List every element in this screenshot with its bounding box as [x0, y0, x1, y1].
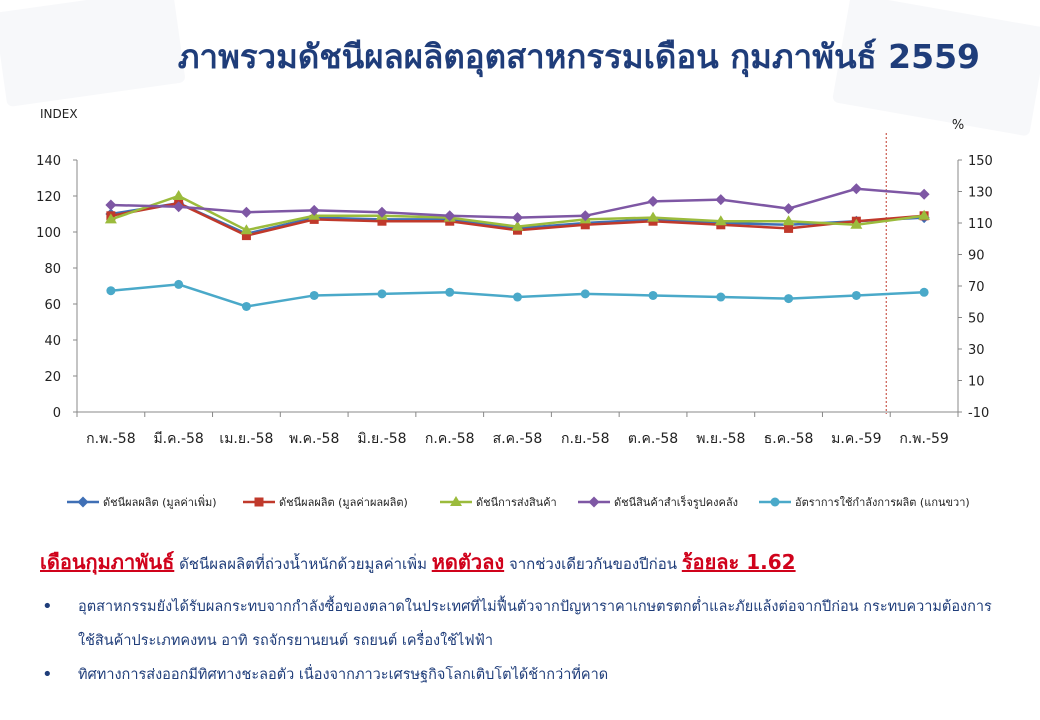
- series-4-point: [105, 199, 117, 211]
- series-5-point: [784, 294, 794, 304]
- y-right-tick-label: 110: [968, 217, 993, 232]
- series-4-point: [579, 210, 591, 222]
- y-right-tick-label: 30: [968, 343, 985, 358]
- x-tick-label: ก.พ.-58: [86, 431, 135, 447]
- legend-label-2: ดัชนีผลผลิต (มูลค่าผลผลิต): [279, 496, 408, 509]
- legend-marker-2: [254, 497, 264, 507]
- series-5-point: [174, 279, 184, 289]
- legend-marker-5: [770, 497, 780, 507]
- bullet-text: ทิศทางการส่งออกมีทิศทางชะลอตัว เนื่องจาก…: [78, 667, 609, 683]
- bullet-item: • อุตสาหกรรมยังได้รับผลกระทบจากกำลังซื้อ…: [40, 590, 1000, 658]
- series-5-point: [445, 287, 455, 297]
- y-left-tick-label: 80: [44, 262, 61, 277]
- y-left-tick-label: 60: [44, 298, 61, 313]
- legend-label-4: ดัชนีสินค้าสำเร็จรูปคงคลัง: [614, 495, 738, 509]
- series-3-point: [647, 211, 660, 222]
- bullet-list: • อุตสาหกรรมยังได้รับผลกระทบจากกำลังซื้อ…: [40, 590, 1000, 692]
- bullet-dot-icon: •: [42, 596, 53, 617]
- x-tick-label: ส.ค.-58: [493, 431, 543, 447]
- series-5-point: [648, 290, 658, 300]
- y-right-axis-title: %: [952, 118, 964, 133]
- series-3-point: [104, 213, 117, 224]
- x-tick-label: ก.ค.-58: [425, 431, 475, 447]
- series-2-point: [377, 216, 387, 226]
- background-decoration: [0, 0, 186, 108]
- x-tick-label: มิ.ย.-58: [357, 431, 406, 447]
- x-tick-label: พ.ย.-58: [696, 431, 745, 447]
- x-tick-label: ก.ย.-58: [561, 431, 609, 447]
- x-tick-label: ต.ค.-58: [628, 431, 678, 447]
- series-2-point: [580, 220, 590, 230]
- legend-label-1: ดัชนีผลผลิต (มูลค่าเพิ่ม): [103, 494, 217, 509]
- series-5-point: [513, 292, 522, 302]
- series-4-point: [918, 188, 930, 200]
- legend-label-5: อัตราการใช้กำลังการผลิต (แกนขวา): [795, 496, 970, 509]
- y-right-tick-label: 50: [968, 312, 985, 327]
- y-right-tick-label: 130: [968, 186, 993, 201]
- series-3-point: [918, 209, 931, 220]
- series-2-point: [241, 231, 251, 241]
- bullet-dot-icon: •: [42, 664, 53, 685]
- y-right-tick-label: 150: [968, 154, 993, 169]
- page-title: ภาพรวมดัชนีผลผลิตอุตสาหกรรมเดือน กุมภาพั…: [177, 37, 980, 76]
- legend-marker-4: [588, 496, 600, 508]
- x-tick-label: มี.ค.-58: [153, 431, 203, 447]
- bullet-text: อุตสาหกรรมยังได้รับผลกระทบจากกำลังซื้อขอ…: [78, 599, 992, 649]
- y-left-tick-label: 140: [36, 154, 61, 169]
- series-5-point: [716, 292, 726, 302]
- y-left-tick-label: 40: [44, 334, 61, 349]
- y-left-tick-label: 100: [36, 226, 61, 241]
- series-4-point: [715, 194, 727, 206]
- line-chart: 0 20 40 60 80 100 120 140 -10 10 30 50 70 90 110 130 150…: [36, 107, 993, 509]
- series-3-point: [714, 215, 727, 226]
- series-5-point: [851, 290, 861, 300]
- x-tick-label: ธ.ค.-58: [764, 431, 814, 447]
- series-4-point: [783, 203, 795, 215]
- y-right-tick-label: -10: [968, 406, 989, 421]
- series-4-point: [850, 183, 862, 195]
- y-left-tick-label: 20: [44, 370, 61, 385]
- x-tick-label: ก.พ.-59: [899, 431, 948, 447]
- series-4-point: [376, 206, 388, 218]
- y-left-axis-title: INDEX: [40, 107, 78, 121]
- y-right-tick-label: 70: [968, 280, 985, 295]
- series-4-point: [647, 195, 659, 207]
- x-tick-label: เม.ย.-58: [219, 431, 273, 447]
- series-4-point: [173, 201, 185, 213]
- series-4-point: [308, 204, 320, 216]
- series-5-point: [919, 287, 929, 297]
- series-5-point: [580, 289, 590, 299]
- x-tick-label: ม.ค.-59: [831, 431, 881, 447]
- series-3-point: [850, 218, 863, 229]
- summary-rate: ร้อยละ 1.62: [681, 550, 796, 574]
- x-tick-label: พ.ค.-58: [289, 431, 339, 447]
- summary-text-1: ดัชนีผลผลิตที่ถ่วงน้ำหนักด้วยมูลค่าเพิ่ม: [179, 555, 427, 573]
- series-4-point: [240, 206, 252, 218]
- y-left-tick-label: 120: [36, 190, 61, 205]
- series-4-point: [512, 212, 523, 224]
- y-left-tick-label: 0: [53, 406, 61, 421]
- series-3-point: [240, 224, 253, 235]
- summary-line: เดือนกุมภาพันธ์ ดัชนีผลผลิตที่ถ่วงน้ำหนั…: [40, 546, 1010, 578]
- series-5-point: [241, 301, 251, 311]
- legend-label-3: ดัชนีการส่งสินค้า: [476, 496, 557, 509]
- summary-change: หดตัวลง: [431, 550, 505, 574]
- summary-text-2: จากช่วงเดียวกันของปีก่อน: [508, 555, 678, 573]
- series-2-point: [784, 223, 794, 233]
- summary-lead: เดือนกุมภาพันธ์: [40, 550, 175, 574]
- series-4-point: [444, 210, 456, 222]
- series-3-point: [782, 215, 795, 226]
- legend-marker-1: [77, 496, 89, 508]
- series-3-point: [172, 190, 185, 200]
- y-right-tick-label: 90: [968, 249, 985, 264]
- y-right-tick-label: 10: [968, 375, 985, 390]
- legend-marker-3: [450, 496, 462, 506]
- bullet-item: • ทิศทางการส่งออกมีทิศทางชะลอตัว เนื่องจ…: [40, 658, 1000, 692]
- series-5-point: [309, 290, 319, 300]
- series-3-point: [511, 220, 524, 231]
- series-5-point: [106, 286, 116, 296]
- series-5-point: [377, 289, 387, 299]
